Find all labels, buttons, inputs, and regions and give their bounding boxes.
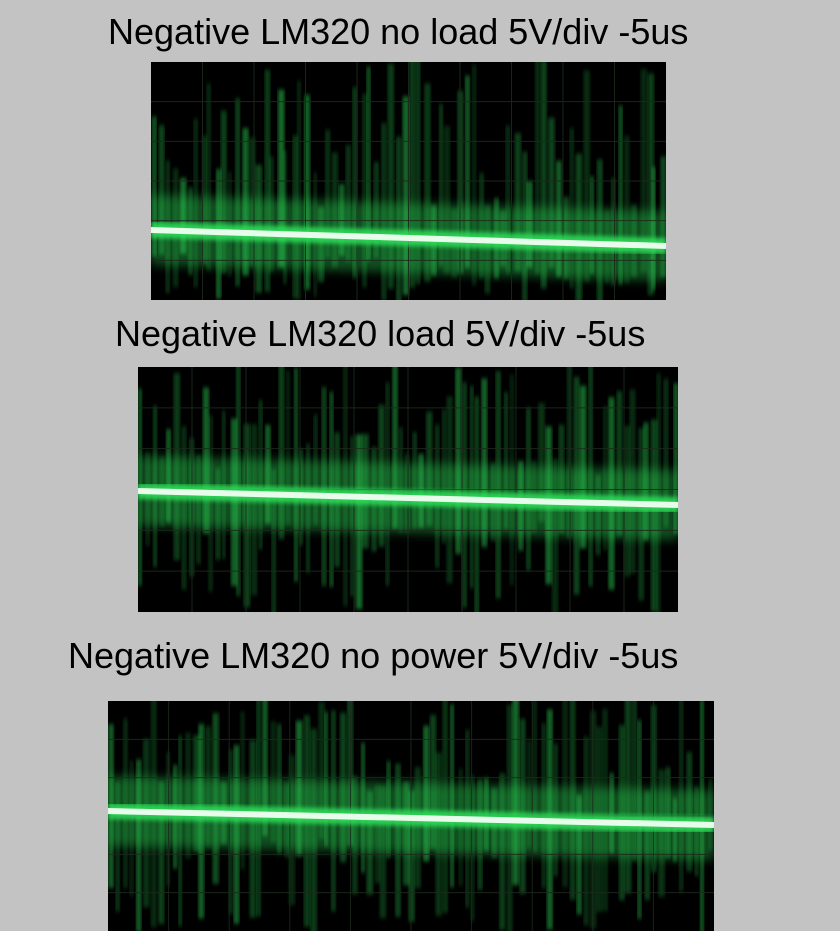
panel-1-caption: Negative LM320 no load 5V/div -5us <box>108 11 689 52</box>
panel-1-oscilloscope-photo <box>151 62 666 300</box>
panel-3-trace <box>108 803 714 833</box>
panel-3-graticule <box>108 701 714 931</box>
panel-2-trace-svg <box>138 367 678 612</box>
panel-1-graticule <box>151 62 666 300</box>
panel-2-oscilloscope-photo <box>138 367 678 612</box>
panel-2-trace <box>138 483 678 513</box>
panel-3-trace-svg <box>108 701 714 931</box>
panel-1-trace-svg <box>151 62 666 300</box>
panel-2-caption: Negative LM320 load 5V/div -5us <box>115 313 646 354</box>
panel-1-glow <box>151 62 666 300</box>
panel-3-oscilloscope-photo <box>108 701 714 931</box>
panel-1-trace <box>151 222 666 254</box>
panel-3-caption: Negative LM320 no power 5V/div -5us <box>68 635 679 676</box>
